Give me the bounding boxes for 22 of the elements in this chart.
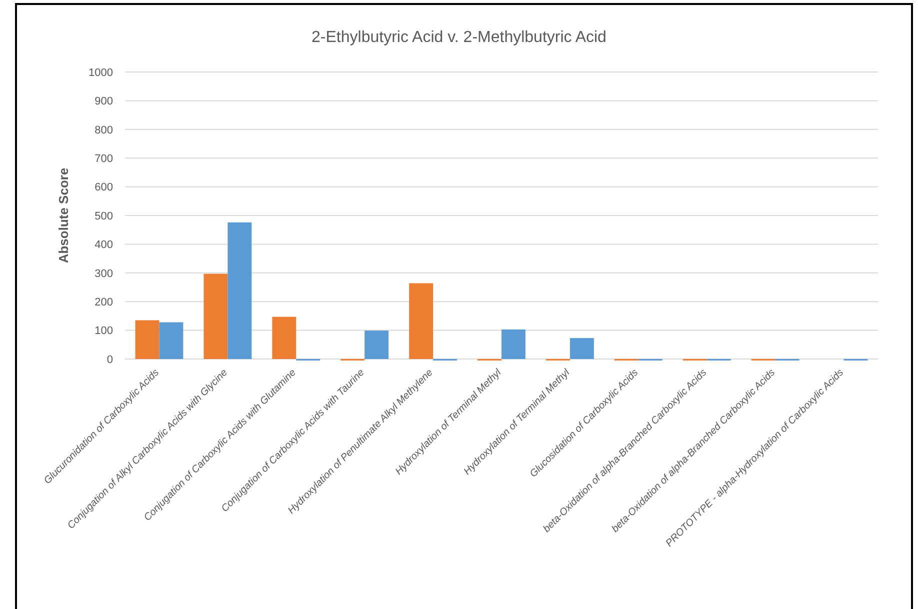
y-tick-label: 0: [106, 354, 113, 366]
y-tick-label: 500: [94, 210, 113, 222]
y-tick-label: 600: [94, 182, 113, 194]
bar: [204, 274, 228, 359]
y-tick-label: 900: [94, 96, 113, 108]
bar: [135, 320, 160, 359]
bar: [228, 222, 252, 359]
y-tick-label: 700: [94, 152, 113, 165]
bar: [159, 322, 184, 359]
y-tick-label: 1000: [88, 66, 113, 79]
y-tick-label: 800: [94, 124, 113, 136]
y-tick-label: 300: [94, 268, 113, 280]
y-tick-label: 100: [94, 325, 113, 338]
chart-title: 2-Ethylbutyric Acid v. 2-Methylbutyric Acid: [312, 29, 606, 46]
y-axis-title: Absolute Score: [56, 168, 71, 264]
bar: [272, 316, 296, 359]
bar: [502, 329, 526, 359]
y-tick-label: 200: [94, 296, 113, 308]
bar: [570, 338, 594, 359]
bar: [409, 283, 434, 359]
bar: [364, 330, 389, 359]
y-tick-label: 400: [94, 239, 113, 252]
